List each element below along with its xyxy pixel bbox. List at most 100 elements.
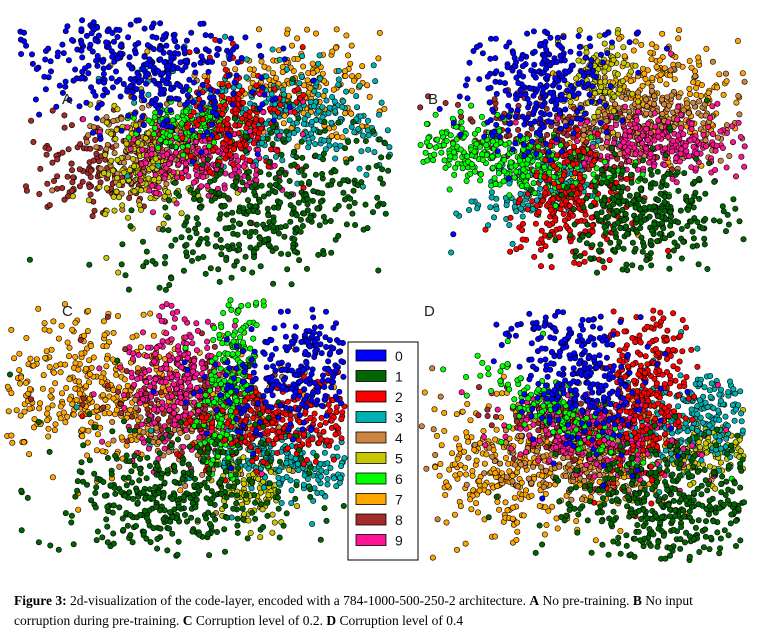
point-A-class-1 [320, 251, 327, 258]
point-A-class-1 [251, 189, 258, 196]
point-A-class-3 [342, 128, 349, 135]
point-B-class-1 [592, 188, 599, 195]
point-A-class-1 [265, 171, 272, 178]
point-A-class-1 [204, 240, 211, 247]
point-A-class-3 [355, 126, 362, 133]
point-B-class-7 [690, 79, 697, 86]
point-B-class-0 [539, 89, 546, 96]
point-A-class-0 [197, 59, 204, 66]
point-A-class-7 [328, 133, 335, 140]
point-A-class-1 [165, 214, 172, 221]
point-A-class-3 [356, 82, 363, 89]
point-C-class-7 [66, 344, 73, 351]
point-B-class-1 [622, 211, 629, 218]
point-A-class-8 [65, 193, 72, 200]
point-B-class-2 [550, 180, 557, 187]
point-A-class-2 [224, 115, 231, 122]
point-B-class-0 [505, 113, 512, 120]
point-A-class-1 [310, 188, 317, 195]
point-A-class-1 [161, 260, 168, 267]
point-A-class-0 [153, 95, 160, 102]
point-A-class-1 [381, 140, 388, 147]
point-B-class-2 [549, 196, 556, 203]
point-A-class-8 [69, 167, 76, 174]
point-B-class-9 [661, 145, 668, 152]
point-C-class-7 [63, 384, 70, 391]
point-A-class-2 [227, 151, 234, 158]
point-B-class-1 [646, 204, 653, 211]
point-A-class-1 [276, 169, 283, 176]
point-A-class-1 [251, 254, 258, 261]
point-A-class-3 [243, 74, 250, 81]
point-A-class-1 [231, 115, 238, 122]
point-A-class-1 [159, 226, 166, 233]
point-A-class-1 [350, 119, 357, 126]
point-A-class-1 [314, 205, 321, 212]
point-A-class-1 [307, 214, 314, 221]
point-B-class-0 [513, 74, 520, 81]
point-A-class-3 [280, 91, 287, 98]
point-B-class-5 [591, 113, 598, 120]
point-B-class-9 [682, 142, 689, 149]
point-B-class-1 [699, 225, 706, 232]
point-A-class-0 [139, 65, 146, 72]
point-A-class-7 [347, 60, 354, 67]
point-A-class-5 [103, 185, 110, 192]
point-B-class-0 [586, 35, 593, 42]
point-B-class-7 [671, 76, 678, 83]
point-B-class-2 [581, 258, 588, 265]
point-B-class-7 [653, 64, 660, 71]
point-B-class-1 [637, 175, 644, 182]
point-B-class-5 [627, 68, 634, 75]
point-C-class-7 [11, 355, 18, 362]
point-A-class-0 [157, 20, 164, 27]
point-B-class-1 [599, 258, 606, 265]
point-A-class-1 [329, 177, 336, 184]
point-A-class-2 [258, 117, 265, 124]
point-C-class-7 [79, 426, 86, 433]
point-A-class-2 [219, 106, 226, 113]
point-A-class-1 [168, 275, 175, 282]
point-B-class-9 [714, 100, 721, 107]
point-B-class-8 [564, 132, 571, 139]
point-A-class-0 [32, 96, 39, 103]
point-A-class-9 [190, 179, 197, 186]
point-B-class-6 [468, 161, 475, 168]
point-A-class-7 [269, 70, 276, 77]
point-A-class-0 [242, 34, 249, 41]
point-B-class-1 [648, 262, 655, 269]
point-A-class-1 [268, 129, 275, 136]
point-C-class-7 [64, 339, 71, 346]
point-B-class-1 [628, 179, 635, 186]
point-A-class-3 [300, 120, 307, 127]
point-B-class-9 [686, 153, 693, 160]
point-B-class-3 [519, 213, 526, 220]
point-C-class-7 [26, 405, 33, 412]
point-B-class-5 [583, 49, 590, 56]
point-A-class-0 [259, 101, 266, 108]
point-B-class-1 [633, 191, 640, 198]
point-A-class-0 [188, 29, 195, 36]
point-A-class-1 [365, 164, 372, 171]
point-B-class-0 [570, 130, 577, 137]
point-A-class-3 [356, 165, 363, 172]
point-B-class-7 [657, 71, 664, 78]
point-C-class-7 [50, 318, 57, 325]
point-A-class-1 [374, 202, 381, 209]
point-A-class-3 [269, 46, 276, 53]
point-B-class-7 [663, 81, 670, 88]
point-A-class-3 [145, 91, 152, 98]
point-B-class-5 [576, 27, 583, 34]
point-A-class-1 [258, 182, 265, 189]
point-A-class-0 [144, 42, 151, 49]
point-C-class-7 [18, 374, 25, 381]
point-B-class-5 [617, 86, 624, 93]
point-C-class-7 [45, 433, 52, 440]
point-B-class-0 [506, 91, 513, 98]
point-B-class-9 [678, 125, 685, 132]
point-B-class-6 [557, 142, 564, 149]
point-A-class-9 [148, 151, 155, 158]
point-B-class-0 [537, 131, 544, 138]
point-A-class-1 [345, 139, 352, 146]
point-A-class-0 [139, 113, 146, 120]
